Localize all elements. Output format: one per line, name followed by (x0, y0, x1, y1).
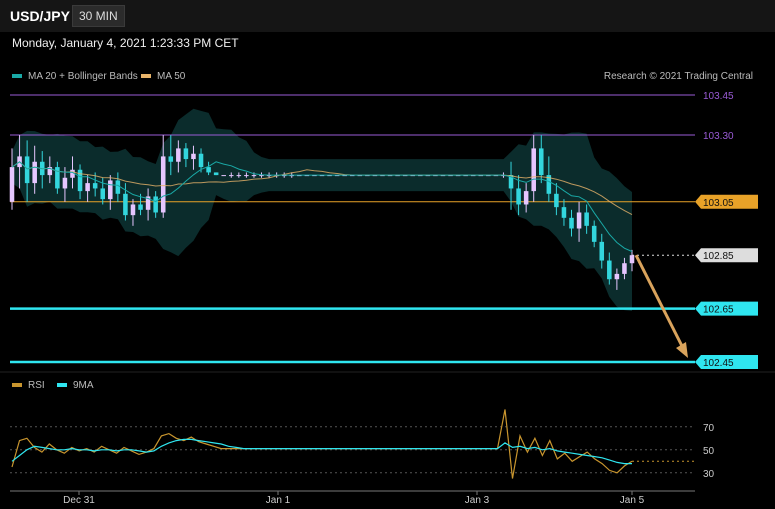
candle (85, 175, 90, 202)
candle (584, 204, 589, 234)
candle (100, 177, 105, 205)
candle (92, 172, 98, 197)
rsi-line-9ma (11, 438, 632, 465)
candle (244, 172, 249, 178)
bollinger-band-fill (12, 108, 632, 311)
candle (622, 257, 627, 280)
rsi-ma-legend-swatch (57, 383, 67, 387)
x-tick-label: Jan 1 (266, 495, 291, 506)
symbol-title: USD/JPY (10, 8, 70, 24)
ma20-legend-label: MA 20 + Bollinger Bands (28, 71, 138, 82)
moving-average-lines (11, 161, 633, 252)
candle (168, 135, 174, 176)
candle (130, 199, 136, 226)
candle (236, 172, 242, 178)
candle (221, 175, 226, 177)
level-label-103.45: 103.45 (703, 91, 734, 102)
price-level-lines (10, 94, 695, 364)
candle (516, 175, 521, 216)
rsi-legend-swatch (12, 383, 22, 387)
x-tick-label: Jan 5 (620, 495, 645, 506)
level-value-102.65: 102.65 (703, 305, 734, 316)
candle (108, 175, 113, 210)
projection-arrow (634, 254, 688, 358)
candle (176, 140, 181, 173)
bollinger-band-area (12, 108, 632, 311)
candle (138, 193, 143, 216)
ma50-legend-label: MA 50 (157, 71, 186, 82)
candle (145, 188, 151, 221)
price-level-labels: 103.45 103.30 103.05 102.85 102.65 102.45 (695, 91, 758, 369)
candle (183, 143, 189, 168)
candle (554, 183, 559, 216)
candle (198, 148, 204, 173)
candle (591, 220, 597, 248)
candle (546, 156, 552, 202)
x-tick-label: Jan 3 (465, 495, 490, 506)
candle (569, 209, 574, 237)
candle (531, 135, 536, 202)
x-tick-label: Dec 31 (63, 495, 95, 506)
candle (47, 156, 53, 184)
level-label-102.85: 102.85 (695, 248, 758, 263)
candle (77, 164, 83, 200)
candle (229, 172, 234, 178)
copyright-text: Research © 2021 Trading Central (604, 71, 753, 82)
rsi-tick-70: 70 (703, 423, 715, 434)
rsi-grid: 70 50 30 (10, 423, 715, 480)
ma50-line (11, 161, 633, 216)
candle (599, 233, 605, 269)
level-label-102.45: 102.45 (695, 355, 758, 369)
level-label-103.05: 103.05 (695, 194, 758, 209)
candle (607, 252, 612, 285)
candle (576, 201, 582, 242)
rsi-series (11, 409, 695, 479)
level-label-102.65: 102.65 (695, 301, 758, 316)
candle (123, 183, 128, 221)
projection-arrow-head (676, 342, 688, 358)
ma20-line (11, 161, 633, 252)
level-value-102.85: 102.85 (703, 251, 734, 262)
candle (508, 161, 514, 210)
chart-datetime: Monday, January 4, 2021 1:23:33 PM CET (12, 36, 239, 50)
rsi-legend-label: RSI (28, 380, 45, 391)
candle (153, 191, 158, 218)
candle (539, 135, 544, 184)
candle (62, 167, 68, 202)
rsi-line-rsi (11, 409, 633, 479)
candle (24, 140, 30, 202)
candle (629, 249, 635, 272)
level-label-103.30: 103.30 (703, 131, 734, 142)
candle (160, 135, 166, 218)
level-value-103.05: 103.05 (703, 198, 734, 209)
rsi-tick-30: 30 (703, 469, 715, 480)
top-bar: USD/JPY 30 MIN (0, 0, 775, 32)
candle (191, 145, 196, 170)
candle (561, 199, 567, 226)
projection-arrow-shaft (634, 254, 686, 351)
rsi-tick-50: 50 (703, 446, 715, 457)
candle (115, 172, 121, 202)
candle (523, 183, 529, 213)
candle (55, 161, 60, 194)
level-value-103.45: 103.45 (703, 91, 734, 102)
candle (32, 145, 37, 194)
interval-selector[interactable]: 30 MIN (72, 5, 125, 27)
level-value-103.30: 103.30 (703, 131, 734, 142)
rsi-ma-legend-label: 9MA (73, 380, 94, 391)
ma50-legend-swatch (141, 74, 151, 78)
candle (614, 268, 620, 290)
level-value-102.45: 102.45 (703, 358, 734, 369)
candle (9, 148, 15, 210)
candle (206, 161, 211, 176)
candle (213, 172, 219, 176)
x-axis: Dec 31 Jan 1 Jan 3 Jan 5 (63, 491, 645, 506)
ma20-legend-swatch (12, 74, 22, 78)
